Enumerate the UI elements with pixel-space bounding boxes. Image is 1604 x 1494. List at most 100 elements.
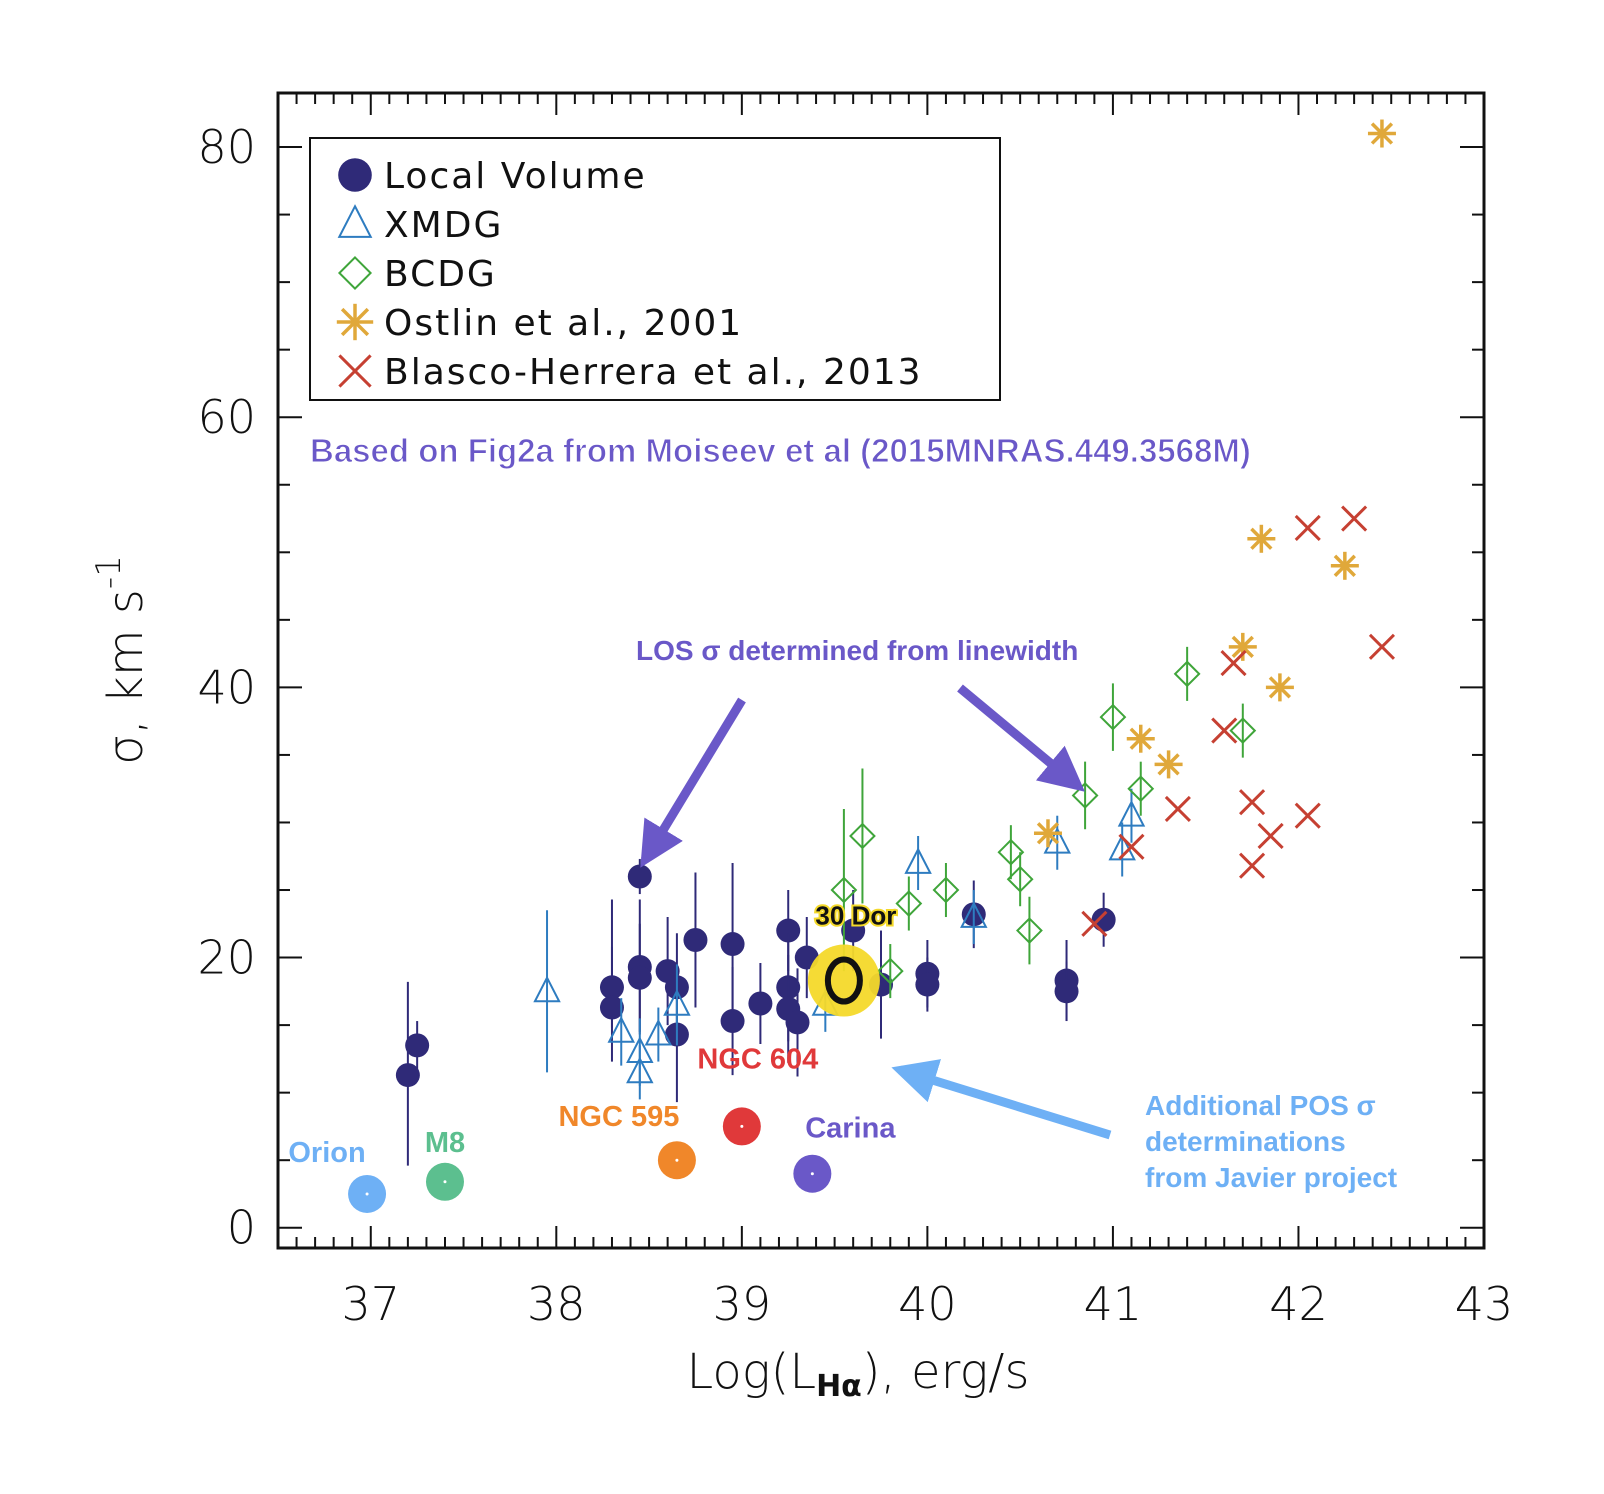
special-point-label: 30 Dor: [815, 901, 896, 931]
data-point: [626, 1056, 654, 1084]
marker-filled-circle: [776, 918, 801, 943]
data-point: [627, 965, 652, 990]
marker-open-triangle: [904, 847, 932, 874]
marker-asterisk-stroke: [340, 307, 370, 337]
marker-open-triangle: [1108, 833, 1136, 861]
highlight-label: Carina: [805, 1113, 896, 1145]
y-axis-title-main: σ, km s: [98, 589, 154, 765]
marker-asterisk-stroke: [1231, 635, 1254, 658]
los-arrow-right: [957, 684, 1085, 792]
marker-open-diamond: [1099, 703, 1127, 731]
highlight-point-center: [443, 1180, 447, 1184]
marker-open-diamond: [1016, 917, 1043, 944]
series-blasco: [1081, 505, 1396, 937]
data-point: [1016, 917, 1043, 944]
x-tick-label: 42: [1269, 1277, 1328, 1331]
legend-marker-blasco: [338, 354, 372, 388]
legend-marker-xmdg: [337, 204, 373, 238]
marker-filled-circle: [627, 965, 652, 990]
marker-open-diamond: [876, 957, 904, 985]
y-axis-title-superscript: -1: [89, 555, 129, 589]
marker-cross-stroke: [1368, 633, 1396, 660]
data-point: [1220, 650, 1247, 677]
marker-cross-stroke: [1164, 795, 1191, 823]
marker-cross-stroke: [1118, 833, 1145, 860]
x-axis-title: Log(LHα), erg/s: [687, 1344, 1030, 1404]
data-point: [1239, 789, 1266, 816]
marker-open-triangle: [663, 989, 691, 1016]
legend-label: BCDG: [384, 254, 497, 295]
data-point: [607, 1016, 635, 1043]
marker-open-diamond: [830, 876, 858, 904]
y-tick-label: 20: [197, 931, 256, 985]
data-markers: [395, 119, 1396, 1166]
marker-cross-stroke: [1220, 650, 1247, 677]
data-point: [1265, 673, 1294, 702]
tick-labels: 37 38 39 40 41 42 43 0 20 40 60 80: [197, 120, 1513, 1331]
data-point: [776, 918, 801, 943]
y-tick-label: 0: [227, 1201, 256, 1255]
data-point: [830, 876, 858, 904]
marker-open-triangle: [607, 1016, 635, 1043]
data-point: [1294, 802, 1321, 829]
data-point: [1033, 819, 1062, 848]
data-point: [785, 1010, 810, 1035]
marker-open-triangle: [337, 204, 373, 238]
y-tick-label: 80: [197, 120, 256, 174]
data-point: [1367, 119, 1396, 148]
data-point: [627, 864, 652, 889]
marker-cross-stroke: [1211, 717, 1238, 744]
marker-open-diamond: [849, 822, 876, 850]
data-point: [876, 957, 904, 985]
x-tick-label: 37: [341, 1277, 400, 1331]
x-tick-label: 40: [898, 1277, 957, 1331]
data-point: [1117, 799, 1146, 827]
marker-open-diamond: [1006, 865, 1034, 893]
marker-open-triangle: [626, 1056, 654, 1084]
data-point: [1099, 703, 1127, 731]
marker-cross-stroke: [1081, 910, 1108, 937]
highlight-label: NGC 595: [558, 1101, 679, 1133]
marker-open-diamond: [997, 838, 1025, 866]
data-point: [1127, 775, 1155, 803]
marker-cross-stroke: [1239, 789, 1266, 816]
plot-frame: [276, 91, 1486, 1250]
legend-label: Ostlin et al., 2001: [384, 303, 743, 344]
data-point: [1257, 822, 1284, 850]
marker-filled-circle: [683, 928, 708, 952]
data-point: [915, 972, 940, 997]
pos-note-line-2: determinations: [1145, 1126, 1346, 1157]
pos-note-line-1: Additional POS σ: [1145, 1090, 1376, 1121]
legend-label: Blasco-Herrera et al., 2013: [384, 352, 923, 393]
source-note: Based on Fig2a from Moiseev et al (2015M…: [310, 432, 1251, 469]
marker-open-triangle: [960, 901, 988, 928]
marker-cross-stroke: [1341, 505, 1368, 532]
marker-filled-circle: [627, 864, 652, 889]
marker-filled-circle: [915, 972, 940, 997]
data-point: [1091, 907, 1116, 932]
marker-filled-circle: [599, 995, 624, 1020]
x-tick-label: 38: [527, 1277, 586, 1331]
special-point-ring: [824, 956, 863, 1005]
data-point: [960, 901, 988, 928]
marker-filled-circle: [841, 918, 866, 943]
y-tick-label: 40: [197, 660, 256, 714]
data-point: [1126, 724, 1155, 753]
series-xmdg: [533, 788, 1146, 1100]
highlight-point-center: [740, 1124, 744, 1128]
marker-filled-circle: [785, 1010, 810, 1035]
x-axis-title-tail: ), erg/s: [862, 1344, 1030, 1400]
marker-open-diamond: [1127, 775, 1155, 803]
data-point: [748, 991, 773, 1016]
data-point: [1108, 833, 1136, 861]
data-point: [1294, 514, 1321, 542]
marker-open-diamond: [895, 890, 923, 917]
marker-open-diamond: [932, 876, 960, 904]
data-point: [1228, 632, 1257, 661]
legend-box: [309, 137, 1001, 401]
highlight-label: NGC 604: [697, 1043, 818, 1075]
marker-filled-circle: [1091, 907, 1116, 932]
data-point: [395, 1063, 420, 1088]
marker-filled-circle: [405, 1033, 430, 1058]
